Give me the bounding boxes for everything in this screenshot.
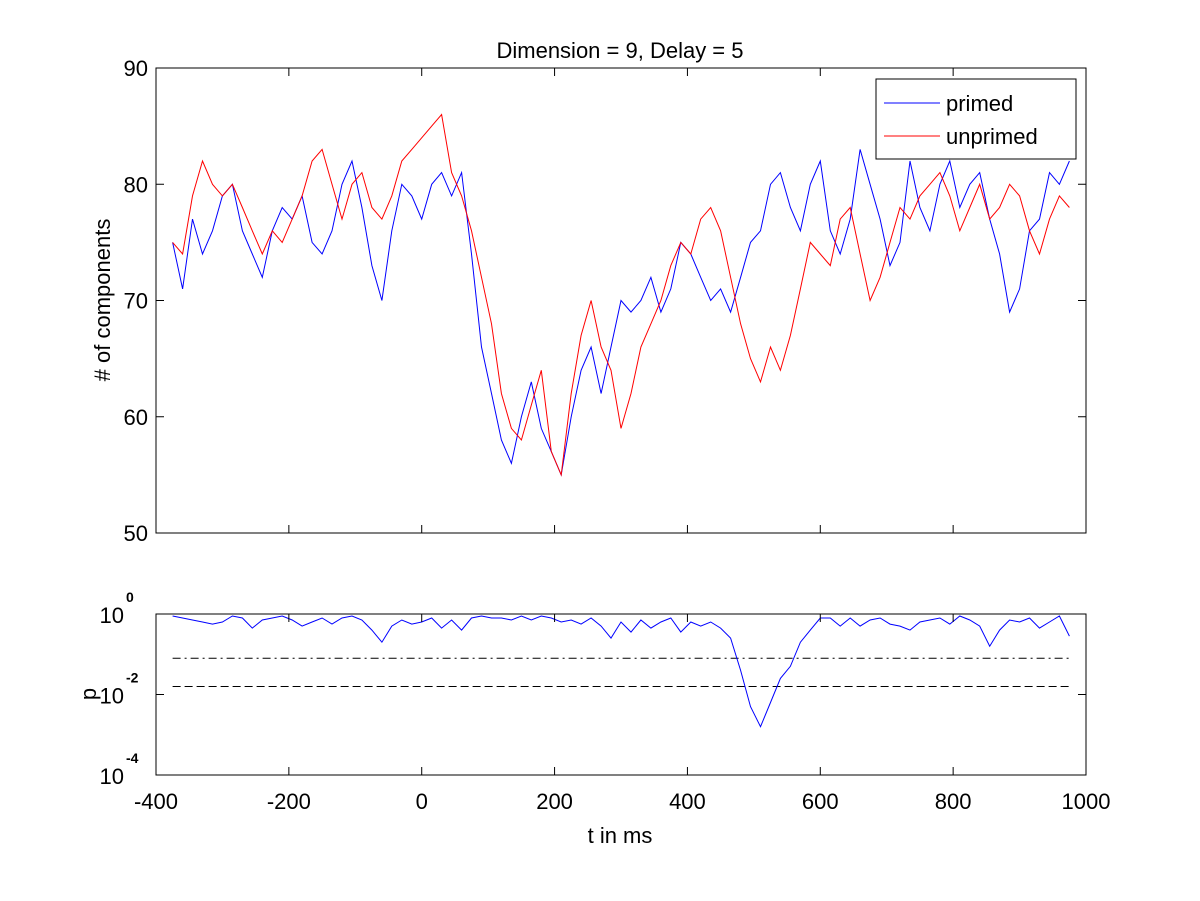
top-plot-area (172, 113, 1070, 477)
x-tick-label: 800 (935, 789, 972, 814)
y-tick-label-exponent: -4 (126, 750, 139, 766)
top-chart-title: Dimension = 9, Delay = 5 (496, 38, 743, 63)
y-tick-label-base: 10 (100, 764, 124, 789)
bottom-x-axis-label: t in ms (588, 823, 653, 848)
top-y-axis: 50 60 70 80 90 (124, 56, 1086, 546)
x-tick-label: 600 (802, 789, 839, 814)
y-tick-label-exponent: 0 (126, 589, 134, 605)
series-line-primed (172, 149, 1070, 477)
y-tick-label-base: 10 (100, 684, 124, 709)
y-tick-label: 60 (124, 405, 148, 430)
bottom-x-axis: -400 -200 0 200 400 600 800 1000 (134, 614, 1111, 814)
x-tick-label: 1000 (1062, 789, 1111, 814)
x-tick-label: -200 (267, 789, 311, 814)
x-tick-label: 0 (416, 789, 428, 814)
y-tick-label-base: 10 (100, 603, 124, 628)
legend-box (875, 78, 1077, 160)
bottom-y-axis-label: p (76, 688, 101, 700)
x-tick-label: 400 (669, 789, 706, 814)
series-line-unprimed (172, 113, 1070, 477)
y-tick-label: 90 (124, 56, 148, 81)
x-tick-label: -400 (134, 789, 178, 814)
top-y-axis-label: # of components (90, 219, 115, 382)
p-value-line (172, 615, 1070, 728)
legend-label-primed: primed (946, 91, 1013, 116)
y-tick-label-exponent: -2 (126, 670, 139, 686)
top-panel: Dimension = 9, Delay = 5 50 60 70 80 90 # of… (90, 38, 1087, 546)
y-tick-label: 50 (124, 521, 148, 546)
legend: primed unprimed (875, 78, 1077, 160)
x-tick-label: 200 (536, 789, 573, 814)
y-tick-label: 80 (124, 172, 148, 197)
top-x-axis (155, 68, 1087, 533)
bottom-plot-area (172, 615, 1070, 728)
legend-label-unprimed: unprimed (946, 124, 1038, 149)
y-tick-label: 70 (124, 289, 148, 314)
